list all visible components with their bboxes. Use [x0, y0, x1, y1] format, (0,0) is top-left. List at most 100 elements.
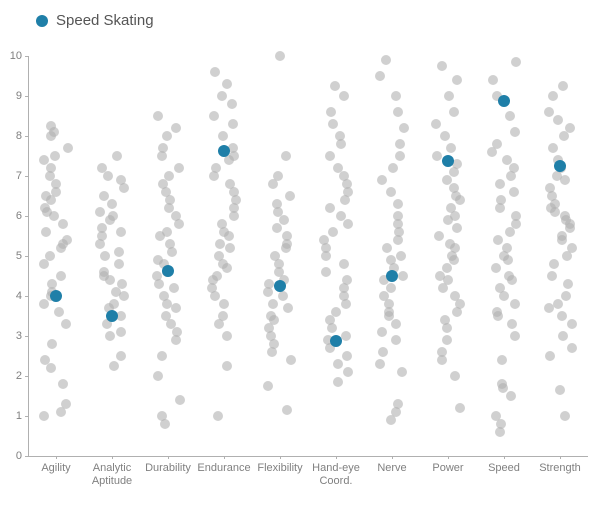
background-point [46, 163, 56, 173]
background-point [62, 235, 72, 245]
y-tick [25, 96, 28, 97]
background-point [275, 51, 285, 61]
background-point [553, 299, 563, 309]
y-tick-label: 9 [16, 90, 22, 102]
background-point [45, 251, 55, 261]
background-point [46, 363, 56, 373]
background-point [333, 377, 343, 387]
background-point [386, 255, 396, 265]
background-point [395, 151, 405, 161]
background-point [558, 331, 568, 341]
background-point [222, 79, 232, 89]
background-point [114, 247, 124, 257]
background-point [391, 319, 401, 329]
background-point [510, 331, 520, 341]
background-point [39, 155, 49, 165]
background-point [506, 391, 516, 401]
background-point [61, 319, 71, 329]
background-point [450, 291, 460, 301]
background-point [46, 121, 56, 131]
background-point [547, 271, 557, 281]
background-point [217, 219, 227, 229]
background-point [497, 379, 507, 389]
background-point [558, 81, 568, 91]
background-point [333, 359, 343, 369]
background-point [398, 271, 408, 281]
background-point [264, 279, 274, 289]
background-point [268, 299, 278, 309]
background-point [495, 283, 505, 293]
background-point [386, 187, 396, 197]
background-point [391, 91, 401, 101]
background-point [384, 299, 394, 309]
highlight-point [50, 290, 62, 302]
background-point [375, 359, 385, 369]
background-point [54, 307, 64, 317]
y-tick [25, 216, 28, 217]
background-point [567, 243, 577, 253]
background-point [39, 411, 49, 421]
highlight-point [274, 280, 286, 292]
background-point [440, 315, 450, 325]
y-tick-label: 8 [16, 130, 22, 142]
background-point [339, 171, 349, 181]
background-point [326, 107, 336, 117]
background-point [548, 143, 558, 153]
background-point [452, 223, 462, 233]
background-point [452, 75, 462, 85]
background-point [158, 143, 168, 153]
background-point [152, 271, 162, 281]
background-point [321, 267, 331, 277]
background-point [218, 311, 228, 321]
background-point [111, 287, 121, 297]
background-point [449, 107, 459, 117]
background-point [502, 243, 512, 253]
background-point [440, 131, 450, 141]
background-point [285, 191, 295, 201]
chart-container: Speed Skating 012345678910AgilityAnalyti… [0, 0, 600, 514]
highlight-point [218, 145, 230, 157]
background-point [509, 163, 519, 173]
background-point [545, 351, 555, 361]
background-point [442, 335, 452, 345]
background-point [557, 311, 567, 321]
background-point [343, 219, 353, 229]
background-point [50, 151, 60, 161]
background-point [561, 291, 571, 301]
x-tick [448, 456, 449, 459]
background-point [278, 291, 288, 301]
y-tick [25, 456, 28, 457]
background-point [496, 195, 506, 205]
background-point [491, 411, 501, 421]
y-tick-label: 3 [16, 330, 22, 342]
highlight-point [162, 265, 174, 277]
background-point [171, 211, 181, 221]
background-point [435, 271, 445, 281]
background-point [282, 231, 292, 241]
background-point [162, 227, 172, 237]
highlight-point [330, 335, 342, 347]
background-point [212, 271, 222, 281]
background-point [116, 351, 126, 361]
background-point [548, 91, 558, 101]
background-point [544, 107, 554, 117]
background-point [157, 411, 167, 421]
background-point [511, 57, 521, 67]
background-point [153, 371, 163, 381]
background-point [397, 367, 407, 377]
background-point [565, 123, 575, 133]
background-point [442, 263, 452, 273]
background-point [107, 199, 117, 209]
background-point [339, 259, 349, 269]
x-tick [336, 456, 337, 459]
background-point [153, 111, 163, 121]
background-point [393, 107, 403, 117]
background-point [342, 351, 352, 361]
background-point [391, 335, 401, 345]
x-tick [392, 456, 393, 459]
background-point [492, 307, 502, 317]
highlight-point [498, 95, 510, 107]
background-point [272, 199, 282, 209]
background-point [455, 403, 465, 413]
background-point [446, 203, 456, 213]
